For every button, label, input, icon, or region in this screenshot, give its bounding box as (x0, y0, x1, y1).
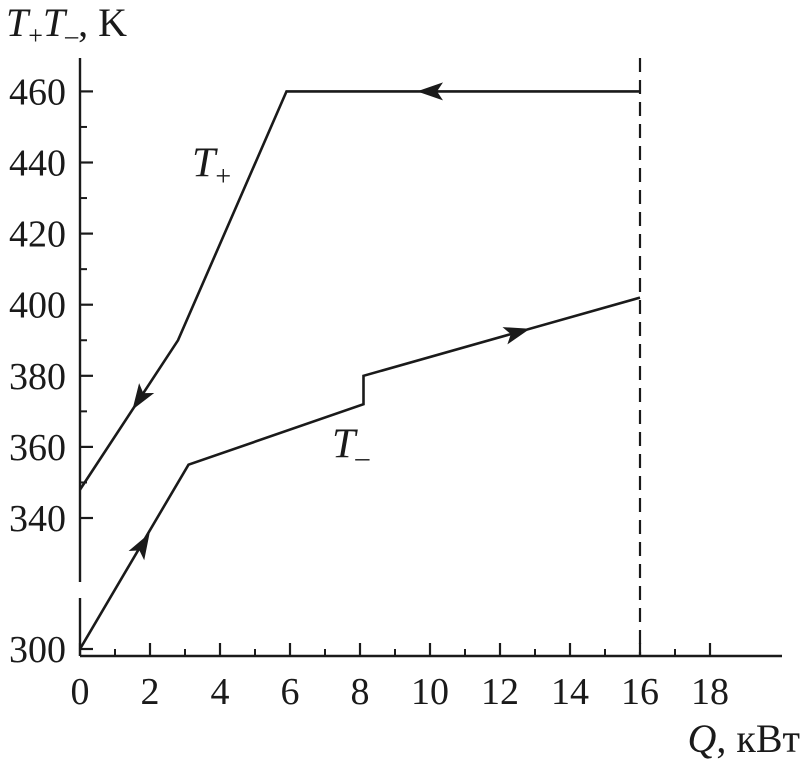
y-tick-label: 420 (9, 214, 66, 256)
series-T-plus: T+ (78, 82, 640, 491)
series-line (78, 296, 641, 650)
x-tick-label: 16 (621, 671, 659, 713)
y-tick-label: 400 (9, 285, 66, 327)
x-tick-label: 18 (691, 671, 729, 713)
y-tick-label: 380 (9, 356, 66, 398)
x-tick-label: 0 (71, 671, 90, 713)
series-T-minus: T– (78, 296, 641, 650)
series-arrow (128, 533, 150, 561)
y-axis-label-sub-b: – (64, 21, 79, 50)
series-arrow (417, 82, 443, 101)
series-label-sub: + (215, 162, 231, 193)
x-tick-label: 4 (211, 671, 230, 713)
series-label: T– (332, 422, 370, 474)
series-arrow (502, 327, 530, 345)
x-tick-label: 6 (281, 671, 300, 713)
y-axis-label-sub-a: + (28, 21, 43, 50)
x-axis-label-unit: , кВт (716, 716, 800, 761)
x-axis-label: Q, кВт (688, 716, 800, 761)
y-tick-label: 460 (9, 71, 66, 113)
y-tick-label: 440 (9, 143, 66, 185)
y-axis-label-unit: , K (78, 0, 127, 45)
axes: 0 2 4 6 8 10 12 14 16 18 300 340 360 380 400 420 440 460 (9, 58, 782, 713)
y-axis-label-var-b: T (43, 0, 68, 45)
series-label-sub: – (354, 443, 370, 474)
x-axis-label-var: Q (688, 716, 717, 761)
x-tick-label: 8 (351, 671, 370, 713)
x-tick-label: 10 (411, 671, 449, 713)
y-tick-label: 360 (9, 427, 66, 469)
series-label-var: T (332, 422, 358, 468)
series-layer: T+T– (78, 82, 641, 650)
x-tick-label: 12 (481, 671, 519, 713)
y-tick-label: 340 (9, 498, 66, 540)
y-axis-label-var-a: T (6, 0, 31, 45)
x-tick-label: 14 (551, 671, 589, 713)
series-line (78, 90, 640, 491)
series-label-var: T (192, 141, 218, 187)
y-tick-label: 300 (9, 629, 66, 671)
x-tick-label: 2 (141, 671, 160, 713)
series-arrow (132, 383, 155, 410)
series-label: T+ (192, 141, 231, 193)
y-axis-label: T+T–, K (6, 0, 127, 50)
labels: T+T–, K Q, кВт (6, 0, 800, 761)
